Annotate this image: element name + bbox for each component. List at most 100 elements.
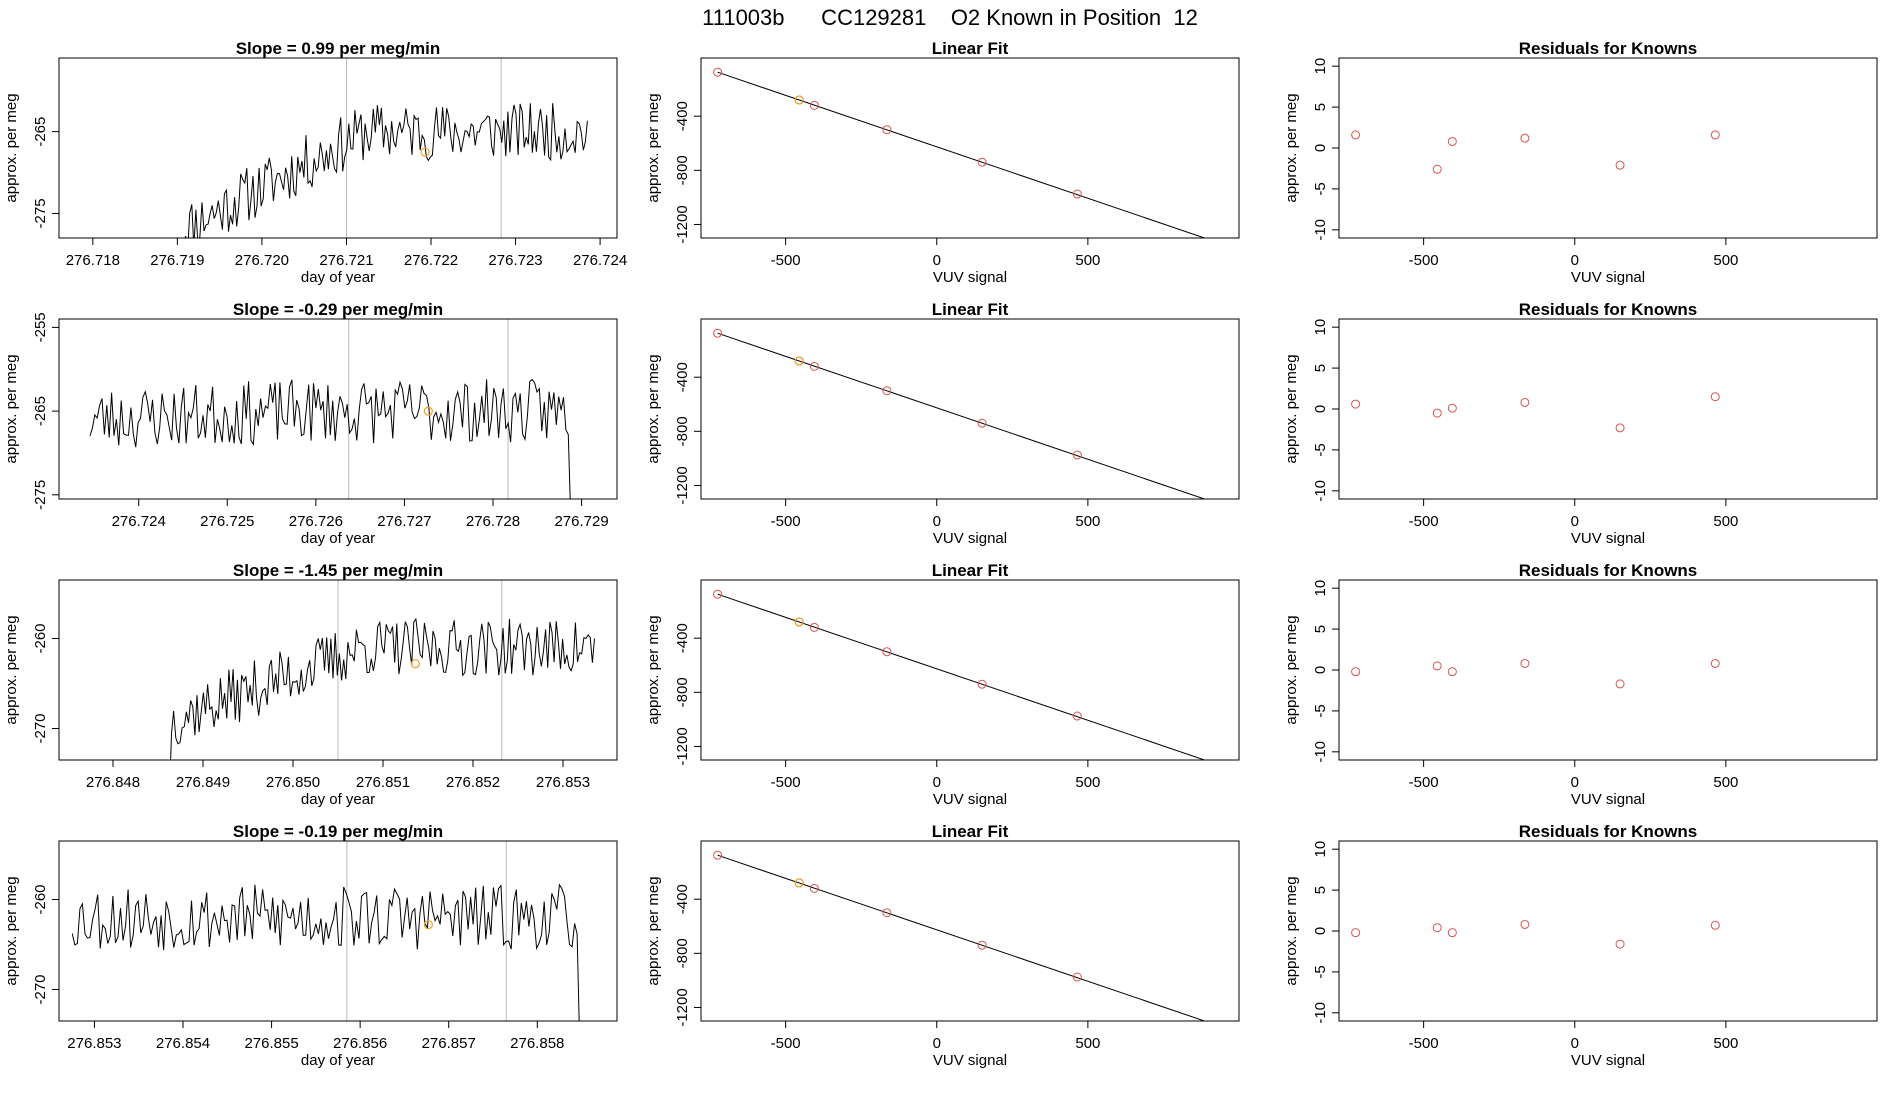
y-axis-label: approx. per meg	[645, 93, 662, 202]
plot-frame	[58, 840, 618, 1022]
x-tick-label: 276.853	[536, 774, 590, 791]
plot-frame	[58, 318, 618, 500]
x-tick-label: 276.850	[266, 774, 320, 791]
plot-frame	[1338, 840, 1878, 1022]
data-point	[1432, 408, 1442, 418]
data-point	[1072, 972, 1082, 982]
fit-line	[717, 332, 1207, 499]
x-tick-label: -500	[1409, 513, 1439, 530]
data-point	[882, 125, 892, 135]
chart-panel: Slope = -0.19 per meg/min 276.853 276.854 2…	[3, 822, 618, 1069]
data-point	[1520, 397, 1530, 407]
y-tick-label: 0	[1312, 144, 1329, 152]
data-point	[1710, 392, 1720, 402]
x-tick-label: 276.724	[573, 252, 627, 269]
chart-title: Slope = 0.99 per meg/min	[236, 39, 441, 58]
x-tick-label: -500	[1409, 252, 1439, 269]
chart-title: Linear Fit	[932, 561, 1009, 580]
y-axis-label: approx. per meg	[1283, 354, 1300, 463]
series-line	[89, 378, 571, 499]
data-point	[1710, 130, 1720, 140]
x-tick-label: 0	[1571, 252, 1579, 269]
y-axis-label: approx. per meg	[3, 354, 20, 463]
y-tick-label: -10	[1312, 741, 1329, 763]
plot-frame	[58, 579, 618, 761]
data-point	[882, 386, 892, 396]
data-point	[1520, 919, 1530, 929]
x-tick-label: -500	[771, 513, 801, 530]
x-tick-label: 276.728	[466, 513, 520, 530]
y-tick-label: -5	[1312, 704, 1329, 717]
y-tick-label: -800	[674, 938, 691, 968]
x-tick-label: 500	[1075, 774, 1100, 791]
data-point	[713, 850, 723, 860]
plot-frame	[1338, 579, 1878, 761]
y-tick-label: -800	[674, 416, 691, 446]
x-axis-label: day of year	[301, 530, 375, 547]
x-tick-label: 500	[1075, 1035, 1100, 1052]
x-axis-label: day of year	[301, 269, 375, 286]
x-tick-label: 276.721	[319, 252, 373, 269]
y-tick-label: -275	[32, 480, 49, 510]
y-tick-label: -255	[32, 312, 49, 342]
x-tick-label: 276.853	[67, 1035, 121, 1052]
data-point	[809, 622, 819, 632]
data-point	[1447, 928, 1457, 938]
chart-panel: Slope = -0.29 per meg/min 276.724 276.725 2…	[3, 300, 618, 547]
chart-panel: Linear Fit -500 0 500 -1200 -800 -400 VUV signa…	[645, 39, 1240, 286]
x-tick-label: 276.724	[112, 513, 166, 530]
y-axis-label: approx. per meg	[645, 354, 662, 463]
series-line	[170, 617, 595, 760]
y-tick-label: -10	[1312, 219, 1329, 241]
fit-line	[717, 71, 1207, 238]
data-point	[1447, 667, 1457, 677]
x-tick-label: 500	[1713, 774, 1738, 791]
y-axis-label: approx. per meg	[645, 615, 662, 724]
y-tick-label: 0	[1312, 666, 1329, 674]
data-point	[1615, 160, 1625, 170]
chart-panel: Slope = 0.99 per meg/min 276.718 276.719 27…	[3, 39, 627, 286]
y-axis-label: approx. per meg	[1283, 615, 1300, 724]
x-tick-label: 0	[933, 252, 941, 269]
chart-title: Slope = -1.45 per meg/min	[233, 561, 443, 580]
x-axis-label: day of year	[301, 1052, 375, 1069]
y-tick-label: -1200	[674, 466, 691, 504]
y-tick-label: 5	[1312, 886, 1329, 894]
fit-line	[717, 854, 1207, 1021]
data-point	[977, 418, 987, 428]
data-point	[1432, 923, 1442, 933]
x-tick-label: 276.851	[356, 774, 410, 791]
y-tick-label: -260	[32, 623, 49, 653]
y-tick-label: -400	[674, 101, 691, 131]
data-point	[1072, 450, 1082, 460]
x-axis-label: day of year	[301, 791, 375, 808]
y-tick-label: 0	[1312, 927, 1329, 935]
y-axis-label: approx. per meg	[645, 876, 662, 985]
x-tick-label: 0	[1571, 774, 1579, 791]
chart-title: Residuals for Knowns	[1519, 822, 1698, 841]
x-tick-label: 500	[1075, 513, 1100, 530]
x-tick-label: 0	[933, 774, 941, 791]
chart-title: Linear Fit	[932, 300, 1009, 319]
data-point	[1615, 423, 1625, 433]
highlight-point	[794, 356, 804, 366]
x-tick-label: 276.858	[510, 1035, 564, 1052]
data-point	[1351, 667, 1361, 677]
panel-grid: Slope = 0.99 per meg/min 276.718 276.719 27…	[3, 39, 1878, 1069]
highlight-point	[794, 878, 804, 888]
chart-panel: Linear Fit -500 0 500 -1200 -800 -400 VUV signa…	[645, 561, 1240, 808]
chart-title: Linear Fit	[932, 39, 1009, 58]
y-tick-label: 10	[1312, 580, 1329, 597]
y-axis-label: approx. per meg	[1283, 876, 1300, 985]
x-tick-label: 276.849	[176, 774, 230, 791]
chart-panel: Residuals for Knowns -500 0 500 -10 -5 0 5 10 VUV…	[1283, 39, 1878, 286]
y-tick-label: -400	[674, 884, 691, 914]
data-point	[1072, 189, 1082, 199]
y-tick-label: -5	[1312, 443, 1329, 456]
data-point	[977, 679, 987, 689]
y-tick-label: 10	[1312, 841, 1329, 858]
data-point	[1615, 939, 1625, 949]
x-axis-label: VUV signal	[1571, 269, 1645, 286]
x-tick-label: 276.718	[66, 252, 120, 269]
